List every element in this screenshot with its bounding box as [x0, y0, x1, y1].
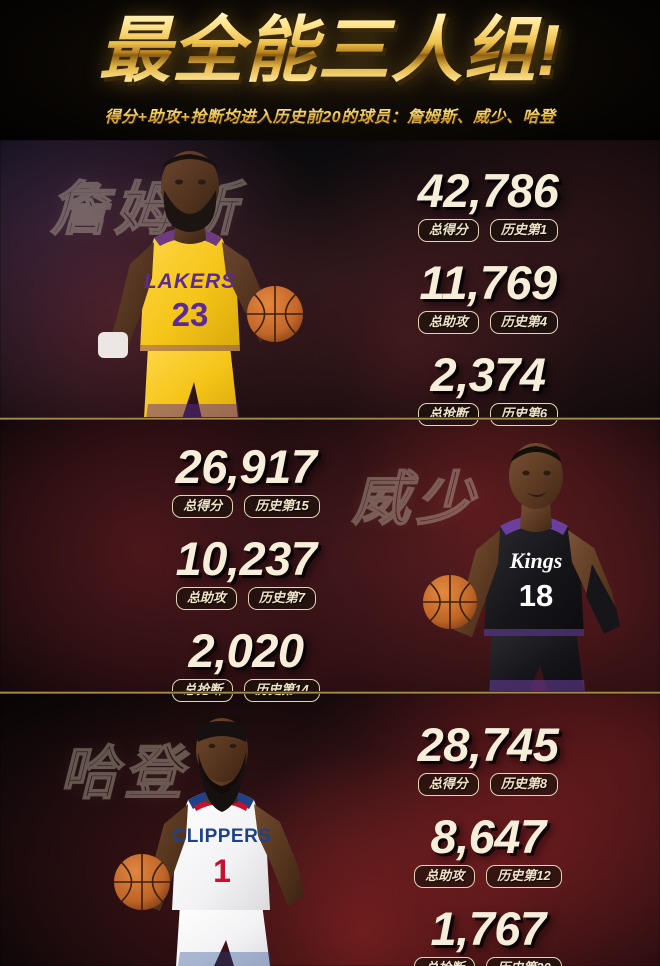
stat-value: 2,020 [188, 624, 304, 677]
stat-value: 8,647 [430, 810, 546, 863]
stat-rank-badge: 历史第20 [486, 957, 562, 966]
stat-column-westbrook: 26,917 总得分 历史第15 10,237 总助攻 历史第7 2,020 总… [96, 440, 396, 704]
stat-label-badge: 总得分 [417, 773, 479, 796]
spacer [96, 520, 396, 532]
spacer [338, 798, 638, 810]
jersey-number-lebron: 23 [172, 296, 209, 333]
stat-value: 42,786 [417, 164, 559, 217]
stat-rank-badge: 历史第7 [247, 587, 317, 610]
stat-column-harden: 28,745 总得分 历史第8 8,647 总助攻 历史第12 1,767 总抢… [338, 718, 638, 966]
stat-column-lebron: 42,786 总得分 历史第1 11,769 总助攻 历史第4 2,374 总抢… [338, 164, 638, 428]
jersey-team-lebron: LAKERS [144, 270, 236, 293]
stat-label-badge: 总助攻 [414, 865, 476, 888]
stat-value: 10,237 [175, 532, 317, 585]
watermark-name-westbrook: 威少 [351, 466, 481, 533]
spacer [338, 890, 638, 902]
stat-row: 28,745 总得分 历史第8 [338, 718, 638, 796]
spacer [338, 244, 638, 256]
panel-background-harden [0, 694, 660, 966]
stat-row: 26,917 总得分 历史第15 [96, 440, 396, 518]
player-figure-harden: CLIPPERS 1 [110, 716, 340, 966]
panel-background-lebron [0, 140, 660, 419]
stat-rank-badge: 历史第4 [489, 311, 559, 334]
stat-badges: 总得分 历史第1 [338, 219, 638, 242]
jersey-team-westbrook: Kings [509, 548, 563, 573]
stat-value: 28,745 [417, 718, 559, 771]
stat-rank-badge: 历史第8 [489, 773, 559, 796]
poster-header: 最全能三人组! 得分+助攻+抢断均进入历史前20的球员：詹姆斯、威少、哈登 [0, 0, 660, 140]
stat-row: 8,647 总助攻 历史第12 [338, 810, 638, 888]
stat-value: 2,374 [430, 348, 546, 401]
stat-label-badge: 总得分 [417, 219, 479, 242]
page-subtitle: 得分+助攻+抢断均进入历史前20的球员：詹姆斯、威少、哈登 [0, 103, 660, 127]
stat-badges: 总助攻 历史第4 [338, 311, 638, 334]
stat-badges: 总抢断 历史第6 [338, 403, 638, 426]
watermark-name-harden: 哈登 [59, 740, 189, 807]
stat-badges: 总抢断 历史第20 [338, 957, 638, 966]
stat-value: 26,917 [175, 440, 317, 493]
stat-label-badge: 总助攻 [417, 311, 479, 334]
stat-rank-badge: 历史第6 [489, 403, 559, 426]
stat-row: 42,786 总得分 历史第1 [338, 164, 638, 242]
stat-badges: 总得分 历史第8 [338, 773, 638, 796]
jersey-number-harden: 1 [213, 853, 231, 889]
jersey-number-westbrook: 18 [519, 578, 553, 613]
stat-label-badge: 总抢断 [414, 957, 476, 966]
player-panel-harden [0, 694, 660, 966]
player-figure-lebron: LAKERS 23 [70, 146, 320, 419]
panel-divider [0, 691, 660, 694]
player-panel-lebron [0, 140, 660, 419]
spacer [96, 612, 396, 624]
stat-value: 11,769 [419, 256, 557, 309]
stat-badges: 总助攻 历史第12 [338, 865, 638, 888]
stat-row: 11,769 总助攻 历史第4 [338, 256, 638, 334]
stat-row: 10,237 总助攻 历史第7 [96, 532, 396, 610]
stat-label-badge: 总助攻 [175, 587, 237, 610]
spacer [338, 336, 638, 348]
stat-label-badge: 总抢断 [417, 403, 479, 426]
stat-row: 1,767 总抢断 历史第20 [338, 902, 638, 966]
player-figure-westbrook: Kings 18 [420, 440, 660, 693]
panel-divider [0, 417, 660, 420]
stat-label-badge: 总得分 [172, 495, 234, 518]
page-title: 最全能三人组! [0, 10, 660, 92]
jersey-team-harden: CLIPPERS [172, 826, 271, 847]
stat-row: 2,374 总抢断 历史第6 [338, 348, 638, 426]
stat-value: 1,767 [430, 902, 546, 955]
stat-badges: 总助攻 历史第7 [96, 587, 396, 610]
stat-rank-badge: 历史第1 [489, 219, 559, 242]
stat-badges: 总得分 历史第15 [96, 495, 396, 518]
stat-rank-badge: 历史第15 [244, 495, 320, 518]
stat-rank-badge: 历史第12 [486, 865, 562, 888]
